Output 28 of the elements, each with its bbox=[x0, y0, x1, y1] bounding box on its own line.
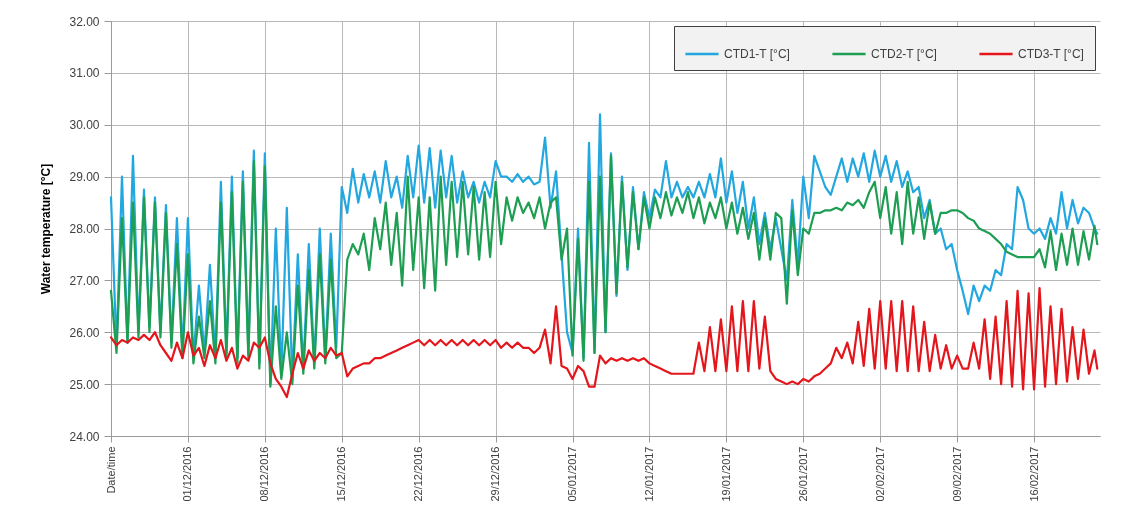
x-tick-label: 19/01/2017 bbox=[719, 446, 732, 502]
y-tick-label: 24.00 bbox=[69, 429, 100, 444]
x-tick-label: 01/12/2016 bbox=[181, 446, 194, 502]
y-tick-label: 26.00 bbox=[69, 325, 100, 340]
x-tick-label: 26/01/2017 bbox=[796, 446, 809, 502]
y-tick-label: 25.00 bbox=[69, 377, 100, 392]
y-axis-title: Water temperature [°C] bbox=[39, 163, 54, 295]
line-series bbox=[109, 154, 1099, 388]
x-tick-label: 22/12/2016 bbox=[412, 446, 425, 502]
y-tick-label: 30.00 bbox=[69, 118, 100, 133]
x-tick-label: Date/time bbox=[104, 446, 117, 494]
y-tick-label: 31.00 bbox=[69, 66, 100, 81]
line-series bbox=[109, 287, 1099, 399]
y-tick-label: 29.00 bbox=[69, 170, 100, 185]
legend-label: CTD1-T [°C] bbox=[724, 47, 790, 61]
y-tick-label: 32.00 bbox=[69, 14, 100, 29]
x-tick-label: 09/02/2017 bbox=[950, 446, 963, 502]
x-tick-label: 15/12/2016 bbox=[335, 446, 348, 502]
y-tick-label: 27.00 bbox=[69, 273, 100, 288]
legend-label: CTD2-T [°C] bbox=[871, 47, 937, 61]
x-tick-label: 05/01/2017 bbox=[566, 446, 579, 502]
y-tick-label: 28.00 bbox=[69, 222, 100, 236]
x-tick-label: 02/02/2017 bbox=[873, 446, 886, 502]
legend-label: CTD3-T [°C] bbox=[1018, 47, 1084, 61]
x-tick-label: 08/12/2016 bbox=[258, 446, 271, 502]
x-tick-label: 29/12/2016 bbox=[489, 446, 502, 502]
x-tick-label: 12/01/2017 bbox=[642, 446, 655, 502]
x-tick-label: 16/02/2017 bbox=[1027, 446, 1040, 502]
